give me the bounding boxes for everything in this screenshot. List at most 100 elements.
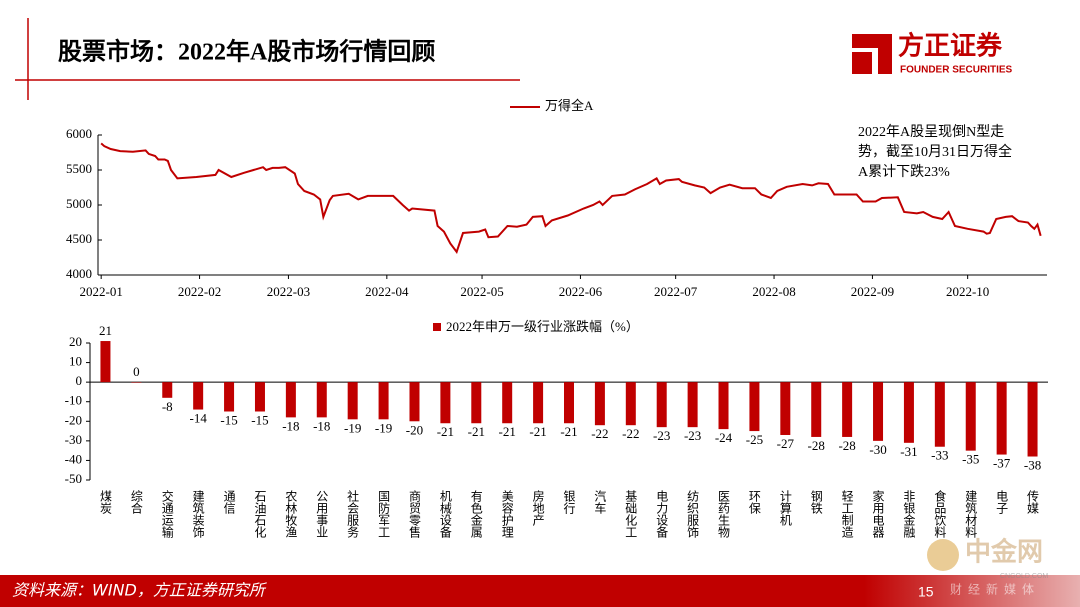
x-tick-label: 国防军工 bbox=[377, 490, 391, 538]
x-tick-label: 通信 bbox=[222, 490, 236, 515]
value-label: -38 bbox=[1024, 457, 1041, 472]
logo-name: 方正证券 bbox=[898, 31, 1003, 62]
bar bbox=[687, 382, 698, 428]
bar bbox=[162, 382, 173, 398]
y-tick-label: -40 bbox=[65, 451, 82, 466]
value-label: -21 bbox=[529, 424, 546, 439]
value-label: -28 bbox=[808, 438, 825, 453]
value-label: -33 bbox=[931, 448, 948, 463]
bar bbox=[996, 382, 1007, 455]
bar bbox=[594, 382, 605, 426]
footer-source: 资料来源：WIND，方正证券研究所 bbox=[12, 581, 268, 600]
y-tick-label: -30 bbox=[65, 432, 82, 447]
bar bbox=[193, 382, 204, 410]
x-tick-label: 商贸零售 bbox=[407, 489, 421, 538]
value-label: -25 bbox=[746, 432, 763, 447]
watermark-name: 中金网 bbox=[965, 537, 1043, 568]
x-tick-label: 2022-06 bbox=[559, 284, 603, 299]
annotation: 2022年A股呈现倒N型走 bbox=[858, 124, 1004, 140]
x-tick-label: 石油石化 bbox=[253, 490, 267, 539]
bar bbox=[224, 382, 235, 412]
y-tick-label: -50 bbox=[65, 471, 82, 486]
value-label: -23 bbox=[684, 428, 701, 443]
bar bbox=[285, 382, 296, 418]
x-tick-label: 美容护理 bbox=[500, 490, 514, 538]
value-label: -19 bbox=[344, 420, 361, 435]
x-tick-label: 轻工制造 bbox=[840, 490, 854, 538]
value-label: -15 bbox=[251, 412, 268, 427]
bar bbox=[502, 382, 513, 424]
bar bbox=[749, 382, 760, 432]
value-label: -35 bbox=[962, 452, 979, 467]
x-tick-label: 机械设备 bbox=[438, 490, 452, 539]
x-tick-label: 2022-03 bbox=[267, 284, 310, 299]
legend-swatch bbox=[433, 323, 441, 331]
value-label: -21 bbox=[560, 424, 577, 439]
bar bbox=[625, 382, 636, 426]
bar bbox=[378, 382, 389, 420]
y-tick-label: 5000 bbox=[66, 196, 92, 211]
bar bbox=[564, 382, 574, 424]
x-tick-label: 2022-10 bbox=[946, 284, 989, 299]
value-label: -14 bbox=[189, 411, 207, 426]
x-tick-label: 医药生物 bbox=[717, 490, 731, 538]
x-tick-label: 煤炭 bbox=[98, 490, 112, 515]
bar bbox=[1027, 382, 1038, 457]
x-tick-label: 电子 bbox=[995, 490, 1009, 514]
bar bbox=[254, 382, 265, 412]
x-tick-label: 家用电器 bbox=[871, 489, 885, 539]
bar bbox=[533, 382, 544, 424]
bar bbox=[811, 382, 822, 437]
page-number: 15 bbox=[918, 584, 934, 600]
x-tick-label: 银行 bbox=[562, 490, 576, 514]
value-label: -8 bbox=[162, 399, 173, 414]
value-label: -22 bbox=[591, 426, 608, 441]
x-tick-label: 2022-08 bbox=[752, 284, 795, 299]
x-tick-label: 传媒 bbox=[1026, 489, 1040, 514]
y-tick-label: -20 bbox=[65, 412, 82, 427]
x-tick-label: 基础化工 bbox=[624, 490, 638, 538]
bar bbox=[780, 382, 791, 435]
bar bbox=[934, 382, 945, 447]
legend-label: 2022年申万一级行业涨跌幅（%） bbox=[446, 319, 639, 334]
watermark: 中金网 CNGOLD.COM 财经新媒体 bbox=[927, 537, 1048, 597]
x-tick-label: 2022-04 bbox=[365, 284, 409, 299]
value-label: -23 bbox=[653, 428, 670, 443]
logo: 方正证券 FOUNDER SECURITIES bbox=[852, 31, 1013, 76]
bar bbox=[842, 382, 853, 437]
x-tick-label: 2022-01 bbox=[80, 284, 123, 299]
x-tick-label: 2022-05 bbox=[460, 284, 503, 299]
value-label: -28 bbox=[838, 438, 855, 453]
footer-band bbox=[0, 575, 1080, 607]
value-label: -22 bbox=[622, 426, 639, 441]
value-label: -30 bbox=[869, 442, 886, 457]
logo-icon bbox=[852, 34, 892, 74]
bar bbox=[131, 382, 142, 383]
bar bbox=[347, 382, 358, 420]
y-tick-label: 5500 bbox=[66, 161, 92, 176]
bar bbox=[440, 382, 451, 424]
value-label: -18 bbox=[313, 418, 330, 433]
value-label: -15 bbox=[220, 412, 237, 427]
x-tick-label: 纺织服饰 bbox=[686, 490, 700, 538]
x-tick-label: 公用事业 bbox=[315, 490, 329, 538]
value-label: 0 bbox=[133, 364, 140, 379]
value-label: -21 bbox=[468, 424, 485, 439]
x-tick-label: 建筑装饰 bbox=[191, 490, 205, 538]
bar bbox=[903, 382, 914, 443]
y-tick-label: 0 bbox=[76, 373, 83, 388]
value-label: -18 bbox=[282, 418, 299, 433]
x-tick-label: 建筑材料 bbox=[964, 490, 978, 538]
bar bbox=[873, 382, 884, 441]
bar bbox=[718, 382, 729, 430]
x-tick-label: 非银金融 bbox=[902, 490, 916, 539]
annotation: A累计下跌23% bbox=[858, 164, 950, 180]
slide-title: 股票市场：2022年A股市场行情回顾 bbox=[58, 38, 435, 66]
value-label: -21 bbox=[499, 424, 516, 439]
x-tick-label: 2022-02 bbox=[178, 284, 221, 299]
y-tick-label: 10 bbox=[69, 354, 82, 369]
x-tick-label: 计算机 bbox=[778, 490, 792, 526]
value-label: 21 bbox=[99, 323, 112, 338]
line-series bbox=[100, 142, 1042, 255]
